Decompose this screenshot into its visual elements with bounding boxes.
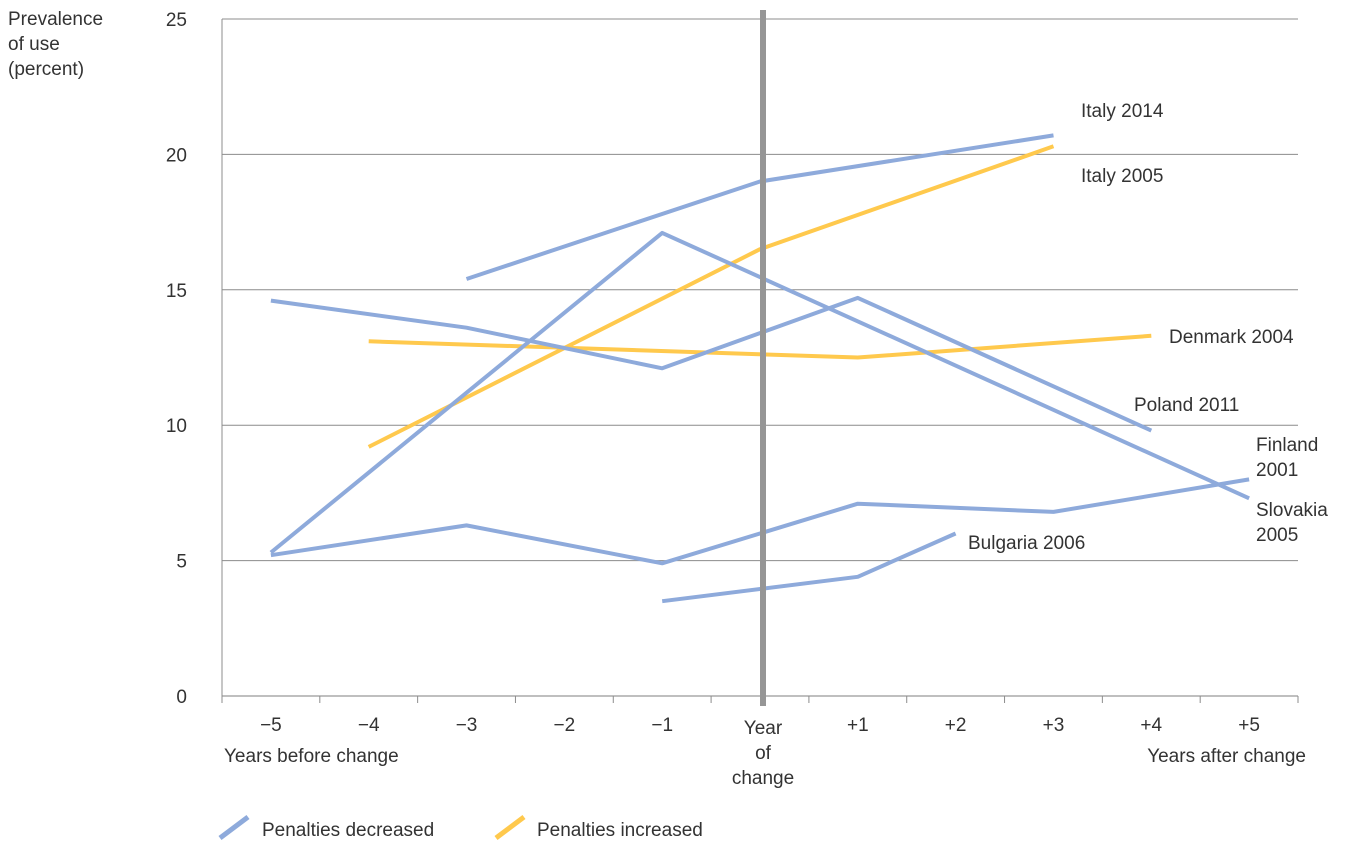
y-tick-label: 0: [176, 687, 187, 708]
series-line-3: [270, 295, 1153, 433]
series-line-5: [269, 230, 1250, 555]
x-tick-label: +4: [1140, 715, 1162, 736]
legend-swatch: [494, 815, 526, 840]
x-tick-label: −1: [651, 715, 673, 736]
y-axis-title: (percent): [8, 59, 84, 80]
series-line-1: [367, 144, 1055, 449]
series-label: 2001: [1256, 460, 1298, 481]
year-of-change-label: Year: [744, 718, 783, 739]
x-tick-label: +2: [945, 715, 967, 736]
y-tick-label: 20: [166, 145, 187, 166]
series-label: Italy 2014: [1081, 101, 1164, 122]
y-tick-label: 15: [166, 281, 187, 302]
series-line-2: [368, 333, 1152, 360]
year-of-change-label: of: [755, 743, 772, 764]
x-tick-label: −5: [260, 715, 282, 736]
years-before-label: Years before change: [224, 746, 399, 767]
series-label: Slovakia: [1256, 500, 1328, 521]
x-tick-label: −2: [554, 715, 576, 736]
y-tick-label: 25: [166, 10, 187, 31]
year-of-change-label: change: [732, 768, 794, 789]
y-axis-title: Prevalence: [8, 9, 103, 30]
series-label: Denmark 2004: [1169, 327, 1294, 348]
legend-swatch: [218, 815, 250, 840]
years-after-label: Years after change: [1147, 746, 1306, 767]
y-tick-label: 10: [166, 416, 187, 437]
x-tick-label: +3: [1043, 715, 1065, 736]
y-axis-title: of use: [8, 34, 60, 55]
x-tick-label: +1: [847, 715, 869, 736]
x-tick-label: +5: [1238, 715, 1260, 736]
series-label: 2005: [1256, 525, 1298, 546]
x-tick-label: −3: [456, 715, 478, 736]
series-label: Italy 2005: [1081, 166, 1163, 187]
legend-label: Penalties decreased: [262, 820, 434, 841]
series-label: Finland: [1256, 435, 1318, 456]
series-line-6: [661, 531, 957, 604]
legend-label: Penalties increased: [537, 820, 703, 841]
series-label: Bulgaria 2006: [968, 533, 1085, 554]
y-tick-label: 5: [176, 552, 187, 573]
series-label: Poland 2011: [1134, 395, 1239, 416]
x-tick-label: −4: [358, 715, 380, 736]
